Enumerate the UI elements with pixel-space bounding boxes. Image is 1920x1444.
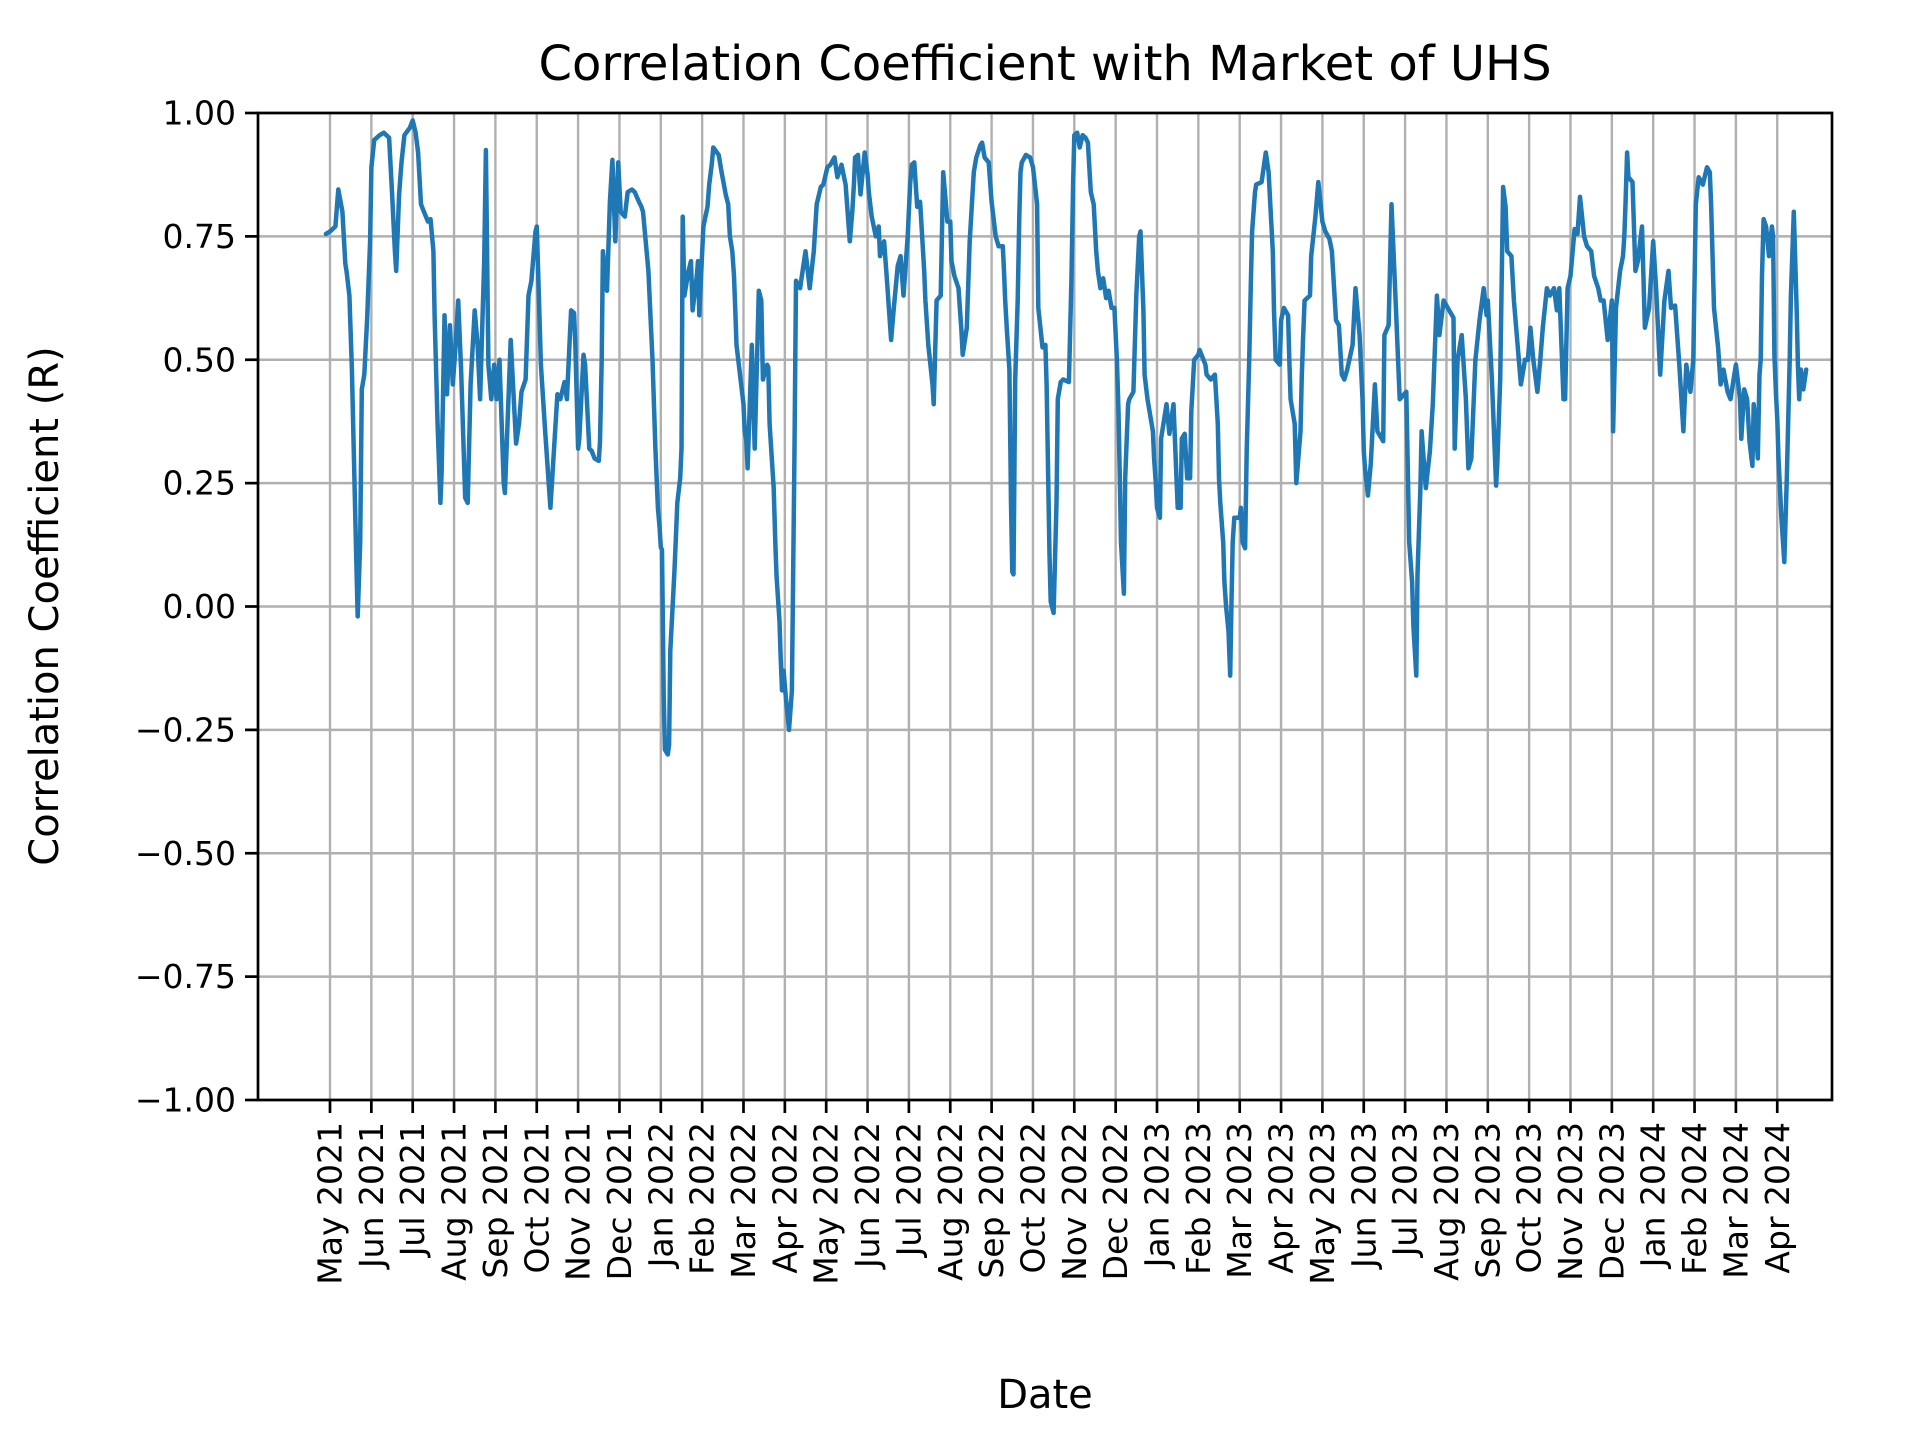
x-tick-label: Jun 2023 <box>1344 1122 1383 1270</box>
x-tick-label: Sep 2022 <box>972 1122 1011 1279</box>
y-tick-label: −0.75 <box>135 957 236 996</box>
x-tick-label: Jun 2021 <box>352 1122 391 1270</box>
x-tick-label: Sep 2021 <box>476 1122 515 1279</box>
tick-layer: 1.00 0.75 0.50 0.25 0.00 −0.25 −0.50 −0.75 −1.00… <box>135 94 1797 1285</box>
x-tick-label: Mar 2022 <box>724 1122 763 1279</box>
series-layer <box>323 118 1809 757</box>
correlation-series-line <box>323 118 1809 757</box>
x-tick-label: Apr 2022 <box>765 1122 804 1274</box>
x-tick-label: Jan 2024 <box>1634 1122 1673 1269</box>
x-tick-label: Apr 2023 <box>1262 1122 1301 1274</box>
x-tick-label: Feb 2022 <box>683 1122 722 1275</box>
x-tick-label: Oct 2022 <box>1013 1122 1052 1274</box>
x-tick-label: Aug 2022 <box>931 1122 970 1281</box>
x-tick-label: Mar 2024 <box>1716 1122 1755 1279</box>
plot-border <box>256 111 1834 1102</box>
x-tick-label: Jan 2022 <box>641 1122 680 1269</box>
x-tick-label: Feb 2024 <box>1675 1122 1714 1275</box>
x-tick-label: Nov 2022 <box>1055 1122 1094 1281</box>
y-axis-label: Correlation Coefficient (R) <box>22 346 68 865</box>
x-tick-label: Jul 2022 <box>889 1122 928 1258</box>
grid-layer <box>258 111 1832 1102</box>
y-tick-label: −0.50 <box>135 834 236 873</box>
x-tick-label: Oct 2021 <box>517 1122 556 1274</box>
chart-title: Correlation Coefficient with Market of U… <box>538 36 1551 92</box>
x-tick-label: Sep 2023 <box>1468 1122 1507 1279</box>
x-tick-label: Jul 2021 <box>393 1122 432 1258</box>
axes-spines <box>256 111 1834 1102</box>
x-tick-label: Aug 2021 <box>435 1122 474 1281</box>
x-tick-label: Feb 2023 <box>1179 1122 1218 1275</box>
x-tick-label: Jan 2023 <box>1138 1122 1177 1269</box>
x-tick-label: May 2021 <box>311 1122 350 1285</box>
x-tick-label: Nov 2021 <box>559 1122 598 1281</box>
y-tick-label: 0.25 <box>163 464 236 503</box>
y-tick-label: 0.00 <box>163 587 236 626</box>
x-tick-label: Nov 2023 <box>1551 1122 1590 1281</box>
x-tick-label: Oct 2023 <box>1510 1122 1549 1274</box>
y-tick-label: −1.00 <box>135 1081 236 1120</box>
x-tick-label: Dec 2023 <box>1592 1122 1631 1280</box>
y-tick-label: 0.75 <box>163 217 236 256</box>
x-tick-label: May 2022 <box>807 1122 846 1285</box>
x-tick-label: Jun 2022 <box>848 1122 887 1270</box>
x-tick-label: Jul 2023 <box>1386 1122 1425 1258</box>
x-tick-label: Apr 2024 <box>1758 1122 1797 1274</box>
x-axis-label: Date <box>997 1372 1093 1418</box>
x-tick-label: Mar 2023 <box>1220 1122 1259 1279</box>
x-tick-label: Dec 2022 <box>1096 1122 1135 1280</box>
x-tick-label: May 2023 <box>1303 1122 1342 1285</box>
label-layer: Correlation Coefficient with Market of U… <box>22 36 1552 1418</box>
x-tick-label: Aug 2023 <box>1427 1122 1466 1281</box>
y-tick-label: −0.25 <box>135 710 236 749</box>
x-tick-label: Dec 2021 <box>600 1122 639 1280</box>
y-tick-label: 1.00 <box>163 94 236 133</box>
y-tick-label: 0.50 <box>163 340 236 379</box>
